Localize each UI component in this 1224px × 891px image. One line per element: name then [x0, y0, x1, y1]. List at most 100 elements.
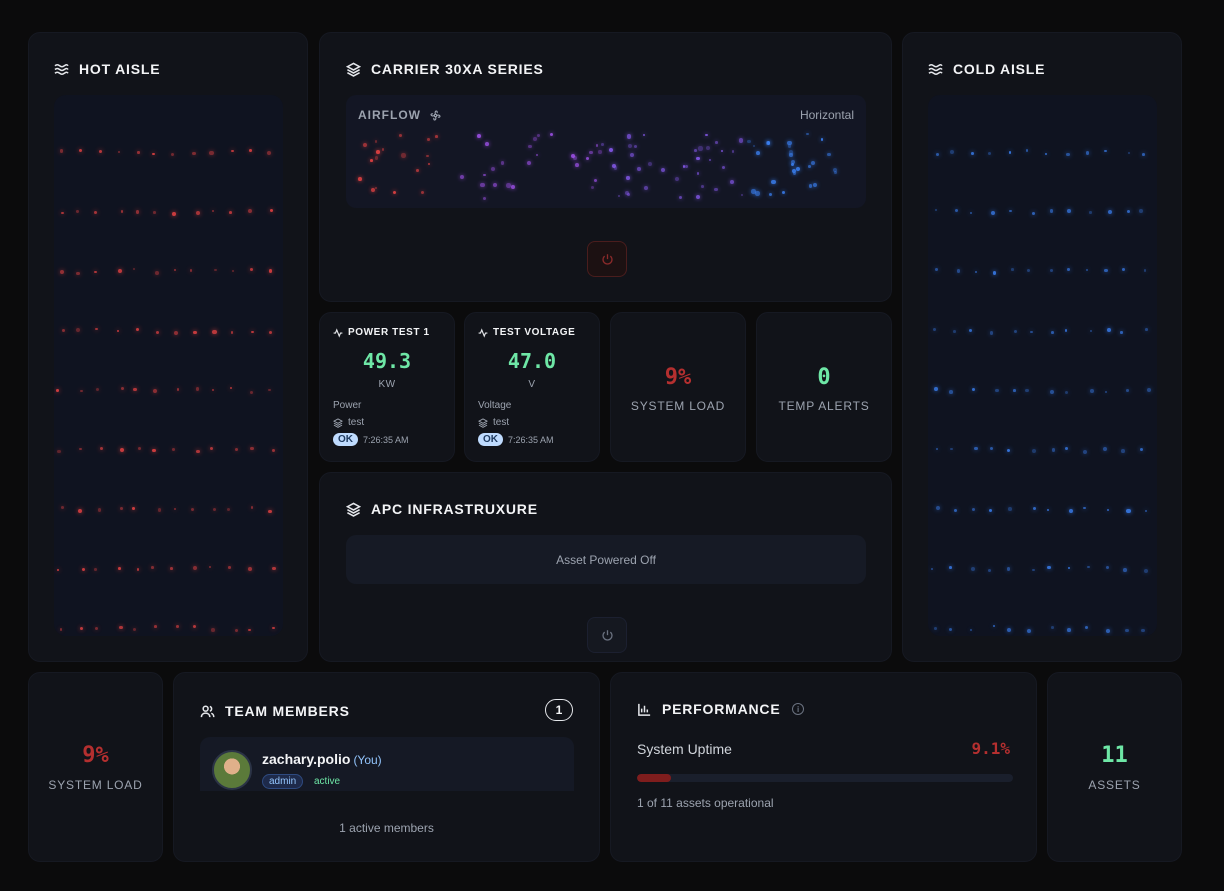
system-load-label: SYSTEM LOAD: [630, 399, 726, 413]
hot-aisle-particle-field: [54, 95, 283, 636]
sensor-card-power-test-1[interactable]: POWER TEST 1 49.3 KW Power test OK 7:26:…: [319, 312, 455, 462]
airflow-particle: [1008, 209, 1012, 213]
airflow-particle: [173, 331, 178, 336]
system-load-value: 9%: [664, 365, 692, 390]
airflow-particle: [1123, 567, 1127, 572]
airflow-particle: [132, 507, 136, 511]
airflow-particle: [79, 447, 82, 451]
airflow-particle: [930, 567, 934, 571]
airflow-particle: [1120, 331, 1123, 334]
airflow-particle: [59, 270, 64, 275]
airflow-particle: [1006, 448, 1011, 453]
airflow-particle: [209, 150, 214, 155]
airflow-particle: [190, 508, 195, 512]
airflow-particle: [374, 156, 378, 160]
system-load-value: 9%: [82, 743, 109, 768]
airflow-particle: [1146, 387, 1152, 392]
airflow-particle: [1030, 330, 1033, 333]
airflow-particle: [157, 508, 161, 512]
sensor-title: POWER TEST 1: [333, 327, 430, 338]
airflow-particle: [272, 566, 276, 571]
airflow-particle: [1050, 269, 1054, 273]
airflow-particle: [611, 163, 617, 168]
airflow-particle: [1006, 567, 1011, 572]
airflow-particle: [248, 628, 252, 632]
airflow-particle: [1064, 390, 1069, 395]
apc-power-button[interactable]: [587, 617, 627, 653]
airflow-particle: [956, 269, 961, 273]
member-count-badge: 1: [545, 699, 573, 721]
airflow-particle: [212, 507, 217, 512]
airflow-particle: [792, 168, 797, 174]
sensor-unit: KW: [378, 379, 396, 390]
airflow-particle: [766, 141, 771, 146]
airflow-particle: [211, 628, 215, 632]
assets-label: ASSETS: [1088, 778, 1141, 792]
layers-icon: [346, 502, 361, 517]
team-members-panel: TEAM MEMBERS 1 zachary.polio (You) admin …: [173, 672, 600, 862]
airflow-particle: [153, 211, 156, 214]
airflow-particle: [1032, 449, 1037, 454]
airflow-particle: [1144, 327, 1148, 331]
airflow-particle: [1106, 628, 1111, 633]
sensor-group: test: [333, 417, 364, 428]
power-icon: [601, 629, 613, 641]
airflow-particle: [152, 152, 155, 155]
info-icon[interactable]: i: [792, 703, 805, 715]
sensor-value: 49.3: [362, 349, 412, 373]
carrier-power-button[interactable]: [587, 241, 627, 277]
airflow-particle: [792, 172, 796, 176]
airflow-particle: [573, 156, 578, 161]
sensor-kind: Voltage: [478, 400, 512, 411]
airflow-particle: [1106, 508, 1109, 511]
airflow-particle: [1025, 388, 1029, 393]
airflow-particle: [363, 143, 368, 148]
airflow-particle: [268, 269, 273, 273]
airflow-particle: [593, 178, 597, 182]
airflow-particle: [613, 166, 618, 170]
uptime-label: System Uptime: [637, 741, 732, 757]
airflow-particle: [949, 390, 953, 394]
airflow-particle: [119, 625, 123, 630]
sensor-card-test-voltage[interactable]: TEST VOLTAGE 47.0 V Voltage test OK 7:26…: [464, 312, 600, 462]
uptime-value: 9.1%: [971, 739, 1010, 758]
airflow-particle: [696, 195, 701, 199]
airflow-particle: [137, 151, 140, 154]
airflow-particle: [934, 387, 939, 391]
airflow-particle: [1051, 331, 1054, 335]
airflow-particle: [426, 154, 429, 158]
airflow-particle: [135, 210, 140, 215]
airflow-particle: [370, 158, 373, 162]
airflow-particle: [170, 567, 174, 571]
airflow-particle: [269, 331, 272, 334]
airflow-particle: [230, 331, 233, 334]
airflow-particle: [118, 268, 123, 273]
uptime-progress-bar: [637, 774, 1013, 782]
sensor-kind: Power: [333, 400, 362, 411]
airflow-particle: [1051, 448, 1056, 452]
airflow-particle: [747, 139, 752, 144]
airflow-particle: [420, 191, 424, 195]
member-row[interactable]: zachary.polio (You) admin active: [200, 737, 574, 791]
airflow-particle: [208, 566, 211, 569]
status-badge: OK: [478, 433, 503, 446]
activity-icon: [333, 327, 343, 338]
airflow-particle: [788, 150, 794, 155]
airflow-particle: [1066, 152, 1070, 157]
users-icon: [200, 705, 215, 717]
activity-icon: [478, 327, 488, 338]
waves-icon: [54, 63, 69, 75]
airflow-particle: [935, 152, 940, 156]
airflow-particle: [1049, 390, 1054, 395]
airflow-mode[interactable]: Horizontal: [799, 108, 854, 122]
airflow-particle: [1026, 268, 1030, 272]
airflow-particle: [175, 625, 179, 628]
fan-icon: [430, 109, 441, 121]
team-members-footer: 1 active members: [339, 821, 434, 835]
airflow-particle: [694, 149, 698, 153]
airflow-particle: [595, 144, 599, 147]
airflow-particle: [189, 268, 193, 272]
temp-alerts-label: TEMP ALERTS: [778, 399, 870, 413]
airflow-particle: [427, 137, 430, 141]
airflow-particle: [588, 150, 593, 155]
